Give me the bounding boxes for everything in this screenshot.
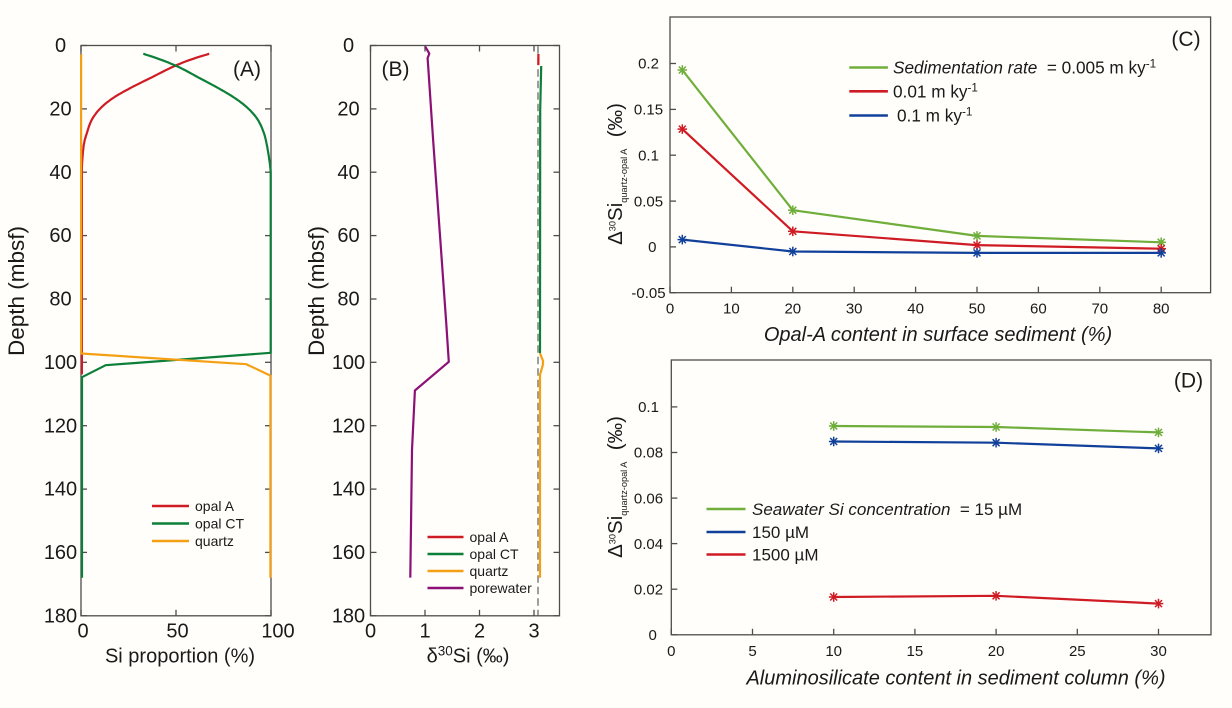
svg-text:80: 80	[337, 289, 359, 311]
svg-text:50: 50	[166, 620, 188, 642]
svg-text:20: 20	[337, 99, 359, 121]
svg-text:0.04: 0.04	[634, 536, 663, 553]
svg-text:40: 40	[337, 162, 359, 184]
svg-text:140: 140	[44, 479, 77, 501]
svg-text:80: 80	[49, 289, 71, 311]
svg-text:0.06: 0.06	[634, 490, 663, 507]
svg-text:180: 180	[332, 605, 365, 627]
svg-text:20: 20	[988, 643, 1005, 660]
svg-text:120: 120	[332, 415, 365, 437]
svg-text:0.1: 0.1	[638, 147, 659, 164]
svg-text:Depth (mbsf): Depth (mbsf)	[304, 226, 329, 356]
svg-text:(D): (D)	[1174, 370, 1203, 393]
svg-text:opal CT: opal CT	[195, 516, 244, 532]
svg-text:140: 140	[332, 479, 365, 501]
svg-text:15: 15	[907, 643, 924, 660]
svg-text:quartz: quartz	[470, 563, 509, 579]
svg-text:opal A: opal A	[470, 529, 510, 545]
svg-text:100: 100	[44, 352, 77, 374]
svg-text:20: 20	[784, 301, 801, 318]
svg-text:180: 180	[44, 605, 77, 627]
svg-text:-0.05: -0.05	[631, 285, 665, 302]
svg-text:160: 160	[332, 542, 365, 564]
svg-text:30: 30	[1150, 643, 1167, 660]
svg-text:(B): (B)	[382, 58, 410, 81]
svg-text:1500 µM: 1500 µM	[752, 546, 819, 565]
svg-text:0: 0	[343, 35, 354, 57]
svg-text:0.08: 0.08	[634, 445, 663, 462]
svg-text:60: 60	[49, 225, 71, 247]
svg-text:0: 0	[667, 643, 675, 660]
svg-text:2: 2	[474, 620, 485, 642]
svg-text:(C): (C)	[1171, 28, 1200, 51]
svg-text:Opal-A content in surface sedi: Opal-A content in surface sediment (%)	[764, 324, 1112, 346]
svg-text:1: 1	[419, 620, 430, 642]
svg-text:100: 100	[332, 352, 365, 374]
svg-text:3: 3	[528, 620, 539, 642]
svg-text:25: 25	[1069, 643, 1086, 660]
svg-text:10: 10	[723, 301, 740, 318]
svg-text:10: 10	[825, 643, 842, 660]
svg-text:60: 60	[337, 225, 359, 247]
svg-text:0: 0	[55, 35, 66, 57]
svg-text:0.01 m ky-1: 0.01 m ky-1	[893, 82, 978, 102]
svg-text:0: 0	[365, 620, 376, 642]
svg-text:120: 120	[44, 415, 77, 437]
svg-text:quartz: quartz	[195, 533, 234, 549]
svg-text:opal CT: opal CT	[470, 546, 519, 562]
svg-text:Sedimentation rate = 0.005 m: Sedimentation rate = 0.005 m ky-1	[893, 58, 1156, 78]
svg-text:5: 5	[748, 643, 756, 660]
svg-text:150 µM: 150 µM	[752, 523, 809, 542]
svg-text:0: 0	[77, 620, 88, 642]
svg-text:Depth (mbsf): Depth (mbsf)	[4, 226, 29, 356]
svg-text:0.15: 0.15	[634, 102, 663, 119]
svg-text:80: 80	[1153, 301, 1170, 318]
svg-text:60: 60	[1030, 301, 1047, 318]
svg-text:opal A: opal A	[195, 498, 235, 514]
svg-text:Seawater Si concentration = 1: Seawater Si concentration = 15 µM	[752, 500, 1022, 519]
svg-text:0: 0	[649, 627, 657, 644]
svg-text:160: 160	[44, 542, 77, 564]
svg-text:50: 50	[969, 301, 986, 318]
svg-text:porewater: porewater	[470, 580, 533, 596]
svg-text:30: 30	[846, 301, 863, 318]
svg-text:Si proportion (%): Si proportion (%)	[105, 646, 255, 668]
svg-text:0: 0	[666, 301, 674, 318]
svg-text:40: 40	[49, 162, 71, 184]
svg-text:0.2: 0.2	[638, 56, 659, 73]
svg-text:0.05: 0.05	[634, 193, 663, 210]
svg-text:20: 20	[49, 99, 71, 121]
svg-text:40: 40	[907, 301, 924, 318]
svg-text:0.1 m ky-1: 0.1 m ky-1	[897, 106, 972, 126]
svg-text:0.1: 0.1	[638, 399, 659, 416]
svg-text:(A): (A)	[233, 58, 261, 81]
svg-text:Aluminosilicate content in sed: Aluminosilicate content in sediment colu…	[745, 668, 1165, 690]
svg-text:70: 70	[1091, 301, 1108, 318]
svg-text:0: 0	[648, 239, 656, 256]
svg-text:0.02: 0.02	[634, 581, 663, 598]
svg-text:100: 100	[261, 620, 294, 642]
